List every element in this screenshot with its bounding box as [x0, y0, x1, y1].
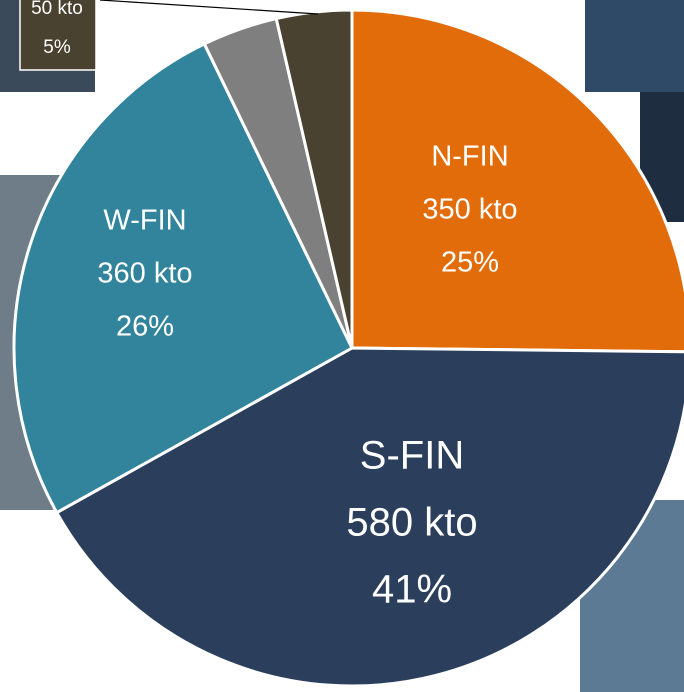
leader-line: [99, 0, 319, 15]
data-label: 350 kto: [422, 194, 517, 226]
data-label: 580 kto: [346, 501, 477, 545]
label-box: [19, 0, 97, 71]
pie-slice: [12, 41, 354, 515]
pie-slice: [274, 8, 354, 349]
data-label: W-FIN: [103, 205, 186, 237]
data-label: N-FIN: [431, 141, 508, 173]
data-label: S-FIN: [360, 434, 464, 478]
data-label: 25%: [441, 247, 499, 279]
data-label: 360 kto: [97, 258, 192, 290]
data-label: 41%: [372, 568, 452, 612]
data-label: 26%: [116, 311, 174, 343]
label-box: [330, 418, 502, 616]
data-label: 50 kto: [31, 0, 83, 19]
data-label: 5%: [43, 37, 71, 58]
photo: [585, 0, 684, 92]
